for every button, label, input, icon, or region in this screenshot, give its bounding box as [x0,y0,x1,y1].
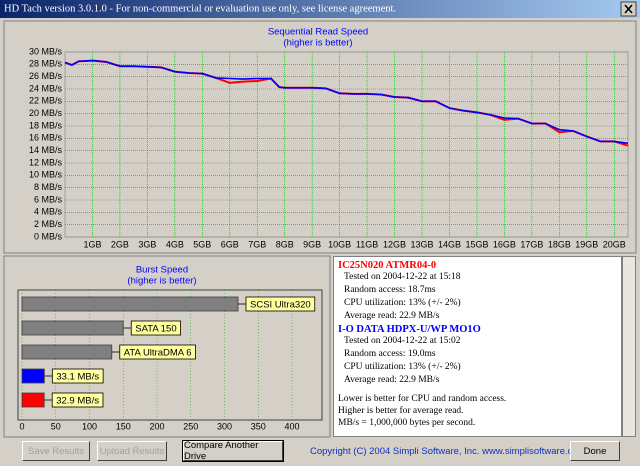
x-tick-label: 19GB [575,239,598,249]
y-tick-label: 26 MB/s [29,71,63,81]
y-tick-label: 10 MB/s [29,170,63,180]
x-tick-label: 18GB [548,239,571,249]
bar-label: 33.1 MB/s [56,372,99,383]
chart-subtitle: (higher is better) [127,276,196,287]
upload-results-button[interactable]: Upload Results [97,441,167,461]
y-tick-label: 12 MB/s [29,157,63,167]
x-tick-label: 20GB [603,239,626,249]
x-tick-label: 13GB [411,239,434,249]
bar [21,392,45,408]
y-tick-label: 18 MB/s [29,120,63,130]
copyright: Copyright (C) 2004 Simpli Software, Inc.… [310,446,586,457]
window-title: HD Tach version 3.0.1.0 - For non-commer… [4,3,396,14]
bar [21,296,239,312]
chart-title: Burst Speed [136,265,188,276]
x-tick-label: 6GB [221,239,239,249]
drive-detail: CPU utilization: 13% (+/- 2%) [344,362,461,372]
y-tick-label: 24 MB/s [29,83,63,93]
x-tick-label: 17GB [520,239,543,249]
bar-label: SATA 150 [135,324,176,335]
y-tick-label: 20 MB/s [29,108,63,118]
drive-name: IC25N020 ATMR04-0 [338,260,437,271]
y-tick-label: 28 MB/s [29,59,63,69]
sequential-panel [3,20,637,254]
done-button[interactable]: Done [570,441,620,461]
bar-label: ATA UltraDMA 6 [124,348,192,359]
x-tick-label: 1GB [83,239,101,249]
note: MB/s = 1,000,000 bytes per second. [338,418,476,428]
chart-title: Sequential Read Speed [268,27,368,38]
drive-detail: Random access: 18.7ms [344,285,436,295]
y-tick-label: 2 MB/s [34,219,63,229]
x-tick-label: 400 [284,421,299,431]
bar [21,368,45,384]
x-tick-label: 350 [251,421,266,431]
x-tick-label: 8GB [276,239,294,249]
drive-detail: Tested on 2004-12-22 at 15:02 [344,336,461,346]
drive-detail: CPU utilization: 13% (+/- 2%) [344,298,461,308]
x-tick-label: 12GB [383,239,406,249]
x-tick-label: 16GB [493,239,516,249]
x-tick-label: 100 [82,421,97,431]
chart-subtitle: (higher is better) [283,38,352,49]
drive-detail: Random access: 19.0ms [344,349,436,359]
y-tick-label: 30 MB/s [29,46,63,56]
close-icon [624,4,633,14]
bar-label: 32.9 MB/s [56,396,99,407]
y-tick-label: 0 MB/s [34,231,63,241]
x-tick-label: 2GB [111,239,129,249]
drive-detail: Average read: 22.9 MB/s [344,375,440,385]
bar [21,344,113,360]
x-tick-label: 9GB [303,239,321,249]
save-results-button[interactable]: Save Results [22,441,90,461]
x-tick-label: 0 [19,421,24,431]
x-tick-label: 11GB [356,239,378,249]
y-tick-label: 14 MB/s [29,145,63,155]
scrollbar[interactable] [622,256,636,437]
bar-label: SCSI Ultra320 [250,300,311,311]
y-tick-label: 4 MB/s [34,207,63,217]
x-tick-label: 14GB [438,239,461,249]
drive-detail: Average read: 22.9 MB/s [344,311,440,321]
drive-name: I-O DATA HDPX-U/WP MO1O [338,324,481,335]
y-tick-label: 16 MB/s [29,133,63,143]
x-tick-label: 200 [149,421,164,431]
drive-detail: Tested on 2004-12-22 at 15:18 [344,272,461,282]
note: Lower is better for CPU and random acces… [338,394,507,404]
plot-frame [64,51,629,238]
note: Higher is better for average read. [338,406,464,416]
compare-button[interactable]: Compare Another Drive [182,440,284,462]
x-tick-label: 5GB [193,239,211,249]
x-tick-label: 10GB [328,239,351,249]
x-tick-label: 15GB [465,239,488,249]
chart-area: HD Tach version 3.0.1.0 - For non-commer… [0,0,640,438]
x-tick-label: 4GB [166,239,184,249]
title-bar [0,0,640,18]
x-tick-label: 300 [217,421,232,431]
bar [21,320,124,336]
x-tick-label: 3GB [138,239,156,249]
x-tick-label: 7GB [248,239,266,249]
y-tick-label: 8 MB/s [34,182,63,192]
series-line [64,59,629,145]
y-tick-label: 6 MB/s [34,194,63,204]
x-tick-label: 250 [183,421,198,431]
y-tick-label: 22 MB/s [29,96,63,106]
results-panel: IC25N020 ATMR04-0 Tested on 2004-12-22 at… [333,256,622,437]
x-tick-label: 150 [116,421,131,431]
x-tick-label: 50 [51,421,61,431]
